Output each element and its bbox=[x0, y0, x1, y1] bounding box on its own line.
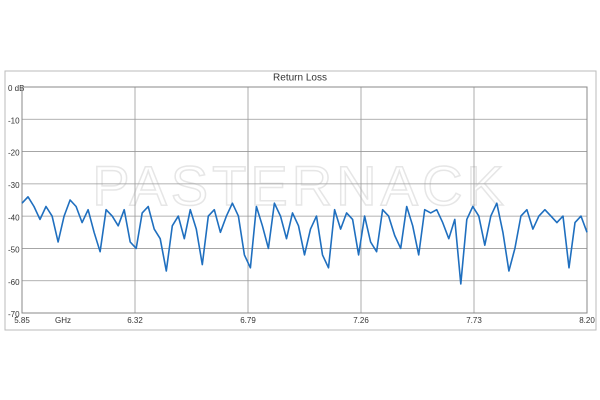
x-tick-label: 8.20 bbox=[579, 316, 595, 325]
y-tick-label: -10 bbox=[8, 116, 20, 125]
chart-title: Return Loss bbox=[273, 73, 327, 84]
y-tick-label: -70 bbox=[8, 310, 20, 319]
y-tick-label: -60 bbox=[8, 278, 20, 287]
y-tick-label: 0 dB bbox=[8, 84, 24, 93]
x-axis-label: GHz bbox=[55, 316, 71, 325]
x-tick-label: 5.85 bbox=[14, 316, 30, 325]
chart-frame bbox=[4, 70, 597, 331]
y-tick-label: -50 bbox=[8, 246, 20, 255]
y-tick-label: -30 bbox=[8, 181, 20, 190]
x-tick-label: 6.32 bbox=[127, 316, 143, 325]
x-tick-label: 7.73 bbox=[466, 316, 482, 325]
data-line bbox=[21, 196, 588, 285]
y-tick-label: -20 bbox=[8, 149, 20, 158]
plot-border bbox=[21, 86, 588, 314]
x-tick-label: 7.26 bbox=[353, 316, 369, 325]
x-tick-label: 6.79 bbox=[240, 316, 256, 325]
y-tick-label: -40 bbox=[8, 213, 20, 222]
watermark: PASTERNACK bbox=[92, 154, 507, 217]
